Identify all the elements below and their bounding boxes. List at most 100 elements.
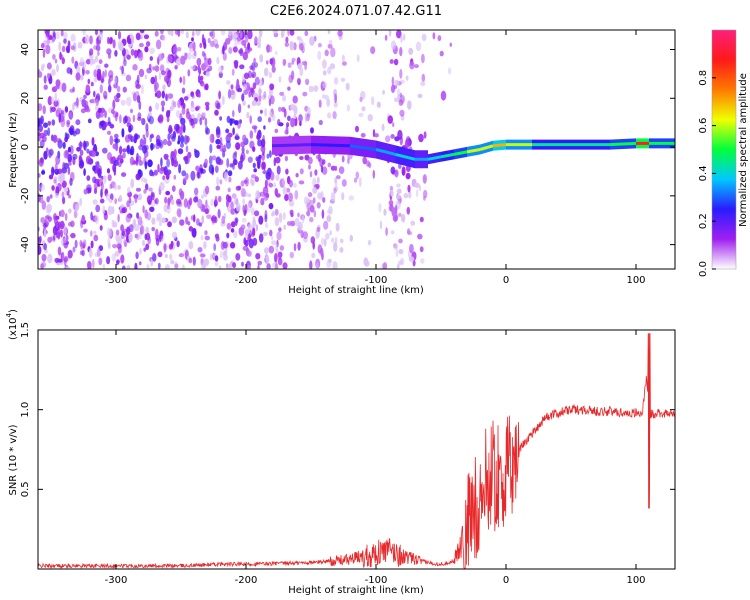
heatmap-cell — [60, 209, 65, 218]
heatmap-cell — [48, 174, 54, 180]
heatmap-cell — [356, 54, 360, 63]
heatmap-cell — [247, 42, 251, 50]
heatmap-cell — [241, 261, 244, 267]
heatmap-cell — [204, 83, 209, 91]
spectrogram-y-tick-label: 40 — [20, 43, 31, 56]
heatmap-cell — [69, 128, 74, 136]
heatmap-cell — [252, 82, 257, 90]
heatmap-cell — [144, 160, 148, 170]
heatmap-cell — [106, 48, 112, 55]
heatmap-cell — [99, 225, 103, 231]
heatmap-cell — [203, 52, 207, 61]
snr-x-tick-label: -100 — [365, 575, 388, 586]
heatmap-cell — [252, 146, 256, 152]
heatmap-cell — [201, 33, 205, 44]
heatmap-cell — [120, 99, 126, 106]
snr-series-line — [38, 333, 675, 569]
heatmap-cell — [361, 106, 366, 112]
heatmap-cell — [150, 200, 156, 208]
heatmap-cell — [197, 64, 201, 73]
heatmap-cell — [61, 82, 67, 93]
heatmap-cell — [227, 264, 233, 269]
heatmap-cell — [253, 168, 257, 173]
heatmap-cell — [313, 210, 317, 218]
heatmap-cell — [264, 108, 268, 117]
heatmap-cell — [254, 36, 258, 45]
heatmap-cell — [214, 43, 219, 49]
heatmap-cell — [145, 243, 150, 251]
heatmap-cell — [394, 169, 399, 178]
heatmap-cell — [186, 135, 190, 143]
heatmap-cell — [123, 239, 127, 245]
heatmap-cell — [174, 65, 178, 70]
heatmap-cell — [84, 34, 90, 45]
heatmap-cell — [112, 39, 116, 49]
heatmap-cell — [423, 189, 428, 199]
heatmap-cell — [381, 123, 385, 131]
heatmap-cell — [302, 91, 308, 97]
heatmap-cell — [108, 78, 111, 86]
heatmap-cell — [371, 96, 375, 106]
heatmap-cell — [91, 137, 95, 146]
heatmap-cell — [114, 133, 119, 139]
heatmap-cell — [68, 111, 73, 120]
heatmap-cell — [382, 262, 388, 269]
heatmap-cell — [218, 265, 222, 269]
heatmap-cell — [233, 120, 239, 126]
heatmap-cell — [170, 30, 174, 37]
heatmap-cell — [38, 158, 44, 167]
heatmap-cell — [314, 169, 318, 176]
heatmap-cell — [417, 93, 423, 99]
heatmap-cell — [389, 185, 394, 191]
heatmap-cell — [90, 240, 94, 249]
heatmap-cell — [60, 30, 64, 37]
heatmap-cell — [395, 249, 399, 258]
heatmap-cell — [215, 126, 221, 135]
heatmap-cell — [288, 192, 293, 202]
heatmap-cell — [128, 196, 132, 204]
heatmap-cell — [372, 169, 375, 179]
heatmap-cell — [106, 168, 111, 174]
heatmap-cell — [312, 197, 316, 204]
heatmap-cell — [177, 99, 181, 109]
heatmap-cell — [67, 166, 71, 175]
heatmap-cell — [187, 200, 191, 210]
heatmap-cell — [396, 188, 402, 195]
heatmap-cell — [191, 228, 196, 238]
heatmap-cell — [88, 248, 93, 258]
heatmap-cell — [219, 136, 223, 146]
heatmap-cell — [257, 260, 263, 266]
heatmap-ridge-core — [609, 141, 637, 147]
heatmap-cell — [408, 190, 412, 199]
heatmap-cell — [188, 241, 194, 250]
spectrogram-x-tick-label: 0 — [503, 275, 509, 286]
heatmap-cell — [112, 143, 118, 150]
heatmap-cell — [206, 214, 212, 219]
heatmap-cell — [154, 65, 160, 72]
heatmap-cell — [334, 236, 338, 245]
heatmap-cell — [190, 65, 196, 71]
heatmap-cell — [226, 232, 230, 239]
heatmap-cell — [138, 68, 145, 78]
heatmap-cell — [188, 257, 193, 264]
heatmap-cell — [213, 243, 217, 252]
heatmap-cell — [238, 226, 245, 236]
heatmap-cell — [420, 81, 426, 87]
heatmap-cell — [55, 215, 60, 220]
heatmap-cell — [396, 88, 401, 96]
heatmap-cell — [390, 230, 395, 235]
heatmap-cell — [292, 95, 298, 104]
heatmap-cell — [99, 120, 105, 127]
heatmap-cell — [266, 153, 270, 159]
heatmap-cell — [104, 110, 107, 119]
heatmap-cell — [191, 94, 195, 99]
heatmap-cell — [164, 155, 169, 161]
heatmap-cell — [211, 214, 217, 224]
heatmap-cell — [226, 158, 230, 168]
heatmap-cell — [116, 85, 121, 93]
heatmap-cell — [209, 253, 213, 261]
heatmap-cell — [327, 30, 331, 34]
heatmap-cell — [243, 83, 247, 90]
heatmap-cell — [65, 234, 69, 242]
